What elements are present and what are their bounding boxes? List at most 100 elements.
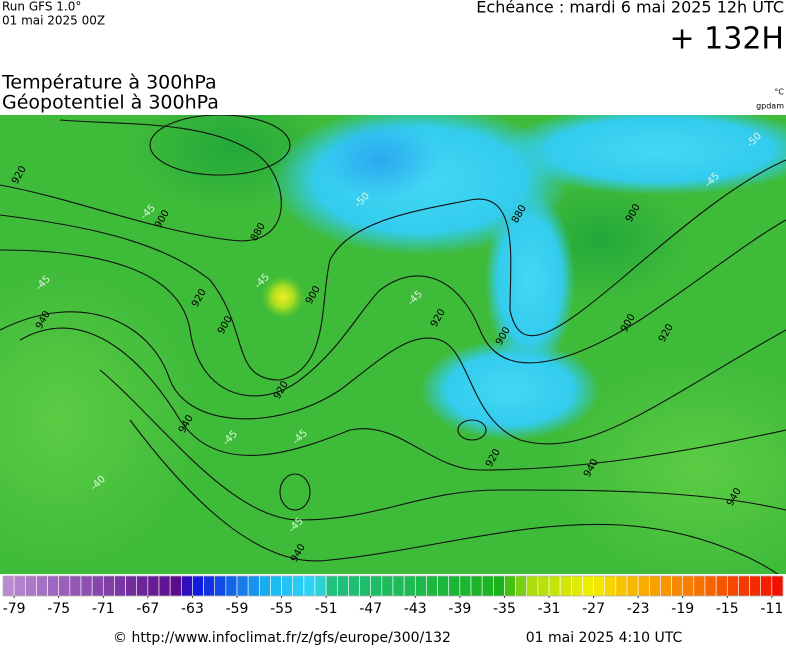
unit: °C (774, 88, 784, 97)
colorbar-cell (303, 575, 316, 597)
colorbar-cell (192, 575, 204, 597)
colorbar-cell (336, 575, 349, 597)
colorbar-cell (648, 575, 661, 597)
title: Température à 300hPa (1, 72, 217, 94)
colorbar-tick-label: -59 (226, 601, 249, 617)
colorbar-tick-label: -67 (136, 601, 159, 617)
colorbar-cell (526, 575, 539, 597)
colorbar-cell (270, 575, 282, 597)
colorbar-tick-label: -51 (315, 601, 338, 617)
colorbar-cell (359, 575, 372, 597)
colorbar-cell (726, 575, 739, 597)
colorbar-tick-label: -11 (760, 601, 783, 617)
colorbar-cell (426, 575, 438, 597)
colorbar-cell (682, 575, 695, 597)
colorbar-cell (102, 575, 115, 597)
colorbar-cell (147, 575, 160, 597)
colorbar-tick-label: -47 (359, 601, 382, 617)
generated-time: 01 mai 2025 4:10 UTC (526, 630, 683, 646)
colorbar-cell (58, 575, 71, 597)
colorbar-cell (504, 575, 516, 597)
colorbar-cell (203, 575, 216, 597)
colorbar-tick-label: -55 (270, 601, 293, 617)
lead-time: + 132H (670, 22, 785, 57)
colorbar-tick-label: -43 (404, 601, 427, 617)
colorbar-tick-label: -19 (671, 601, 694, 617)
temperature-field (485, 190, 575, 370)
colorbar-cell (437, 575, 450, 597)
colorbar-cell (258, 575, 271, 597)
colorbar-cell (537, 575, 550, 597)
run: Run GFS 1.0° (2, 0, 81, 14)
colorbar-cell (169, 575, 182, 597)
colorbar-tick-label: -35 (493, 601, 516, 617)
colorbar: -79 -75 -71 -67 -63 -59 -55 -51 -47 -43 -39 -35 -31 -… (2, 575, 784, 617)
colorbar-cell (370, 575, 383, 597)
colorbar-cell (693, 575, 706, 597)
run-date: 01 mai 2025 00Z (2, 14, 105, 28)
colorbar-cell (392, 575, 405, 597)
colorbar-cell (771, 575, 784, 597)
colorbar-cell (158, 575, 171, 597)
colorbar-tick-label: -79 (3, 601, 26, 617)
colorbar-cell (13, 575, 26, 597)
colorbar-cell (604, 575, 617, 597)
colorbar-tick-label: -15 (716, 601, 739, 617)
colorbar-cell (515, 575, 528, 597)
colorbar-cell (47, 575, 60, 597)
colorbar-cell (492, 575, 505, 597)
colorbar-cell (414, 575, 427, 597)
colorbar-cell (760, 575, 773, 597)
colorbar-tick-label: -63 (181, 601, 204, 617)
colorbar-cell (91, 575, 104, 597)
source-url[interactable]: © http://www.infoclimat.fr/z/gfs/europe/… (113, 630, 451, 646)
colorbar-cell (715, 575, 728, 597)
title: Géopotentiel à 300hPa (2, 92, 219, 114)
temperature-field (500, 115, 786, 195)
colorbar-cell (570, 575, 583, 597)
colorbar-cell (225, 575, 238, 597)
colorbar-cell (80, 575, 93, 597)
colorbar-cell (247, 575, 260, 597)
colorbar-cell (314, 575, 327, 597)
colorbar-cell (749, 575, 762, 597)
temperature-field (420, 340, 600, 440)
colorbar-tick-label: -75 (47, 601, 70, 617)
colorbar-cell (403, 575, 416, 597)
colorbar-cell (180, 575, 193, 597)
colorbar-cell (69, 575, 82, 597)
colorbar-tick-label: -39 (448, 601, 471, 617)
colorbar-cell (593, 575, 606, 597)
colorbar-cell (214, 575, 227, 597)
temperature-field (550, 360, 786, 574)
colorbar-cell (2, 575, 15, 597)
colorbar-cell (626, 575, 639, 597)
colorbar-frame (2, 575, 784, 597)
colorbar-cell (470, 575, 483, 597)
colorbar-cell (348, 575, 360, 597)
colorbar-cell (459, 575, 472, 597)
colorbar-cell (136, 575, 149, 597)
colorbar-cell (660, 575, 672, 597)
colorbar-cell (448, 575, 461, 597)
unit: gpdam (756, 102, 784, 111)
colorbar-cell (582, 575, 594, 597)
valid-time: Echéance : mardi 6 mai 2025 12h UTC (476, 0, 784, 17)
colorbar-cell (559, 575, 572, 597)
map: 8808809009009009009009209209209209209409… (0, 115, 786, 574)
colorbar-cell (704, 575, 717, 597)
colorbar-cell (114, 575, 126, 597)
isohypses (0, 115, 786, 574)
colorbar-cell (24, 575, 37, 597)
colorbar-cell (381, 575, 394, 597)
colorbar-cell (671, 575, 684, 597)
colorbar-tick-label: -71 (92, 601, 115, 617)
colorbar-cell (548, 575, 561, 597)
temperature-field (320, 120, 440, 200)
colorbar-tick-label: -27 (582, 601, 605, 617)
colorbar-cell (738, 575, 750, 597)
colorbar-cell (615, 575, 628, 597)
colorbar-cell (637, 575, 650, 597)
colorbar-tick-label: -23 (627, 601, 650, 617)
colorbar-cell (125, 575, 138, 597)
